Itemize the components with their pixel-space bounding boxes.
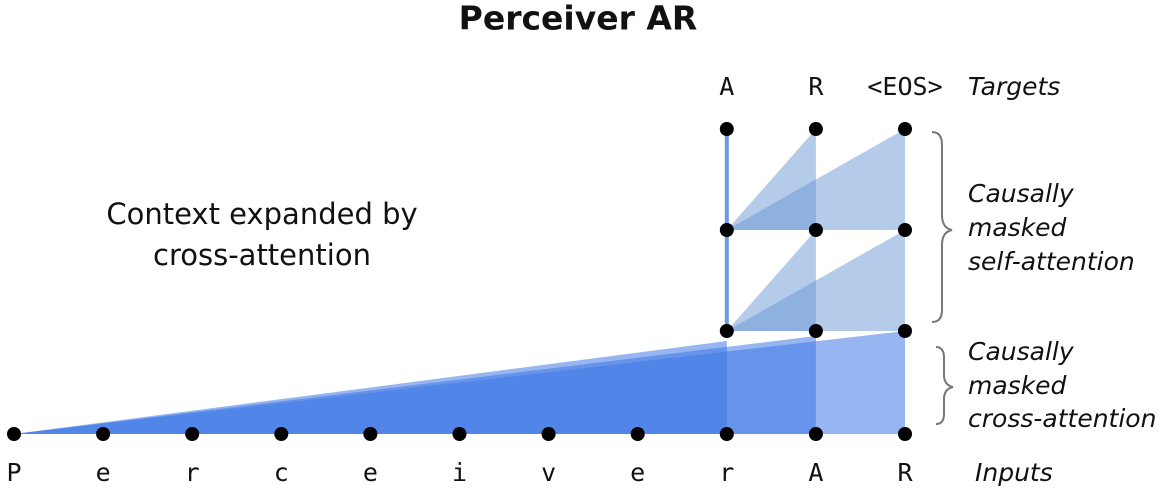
input-token: e [630, 458, 645, 487]
target-token: R [808, 72, 824, 101]
target-token: <EOS> [867, 72, 942, 101]
input-node [452, 427, 467, 441]
latent-node [898, 223, 912, 237]
input-node [898, 427, 912, 441]
targets-label: Targets [968, 72, 1060, 101]
context-note: Context expanded by [106, 197, 417, 231]
input-node [808, 427, 823, 441]
input-node [719, 427, 734, 441]
latent-node [719, 122, 734, 136]
input-node [96, 427, 111, 441]
cross-attn-note: cross-attention [968, 404, 1156, 433]
input-node [630, 427, 645, 441]
self-attn-note: self-attention [968, 247, 1135, 276]
inputs-label: Inputs [975, 458, 1053, 487]
input-node [363, 427, 378, 441]
input-token: A [808, 458, 823, 487]
input-node [185, 427, 200, 441]
latent-node [719, 223, 734, 237]
input-token: r [185, 458, 200, 487]
brace [935, 346, 954, 425]
latent-node [898, 324, 912, 338]
input-node [274, 427, 289, 441]
input-token: P [6, 458, 21, 487]
cross-attn-note: Causally [968, 337, 1075, 366]
latent-node [719, 324, 734, 338]
input-node [541, 427, 556, 441]
latent-node [808, 223, 823, 237]
input-token: c [274, 458, 289, 487]
cross-attn-note: masked [968, 371, 1067, 400]
input-node [7, 427, 21, 441]
self-attention [726, 129, 905, 230]
context-note: cross-attention [153, 238, 371, 272]
title: Perceiver AR [459, 0, 698, 38]
latent-node [808, 324, 823, 338]
latent-node [898, 122, 912, 136]
self-attention [726, 230, 905, 331]
input-token: v [541, 458, 556, 487]
self-attn-note: Causally [968, 179, 1075, 208]
input-token: e [96, 458, 111, 487]
cross-attention [14, 331, 905, 434]
input-token: e [363, 458, 378, 487]
self-attn-note: masked [968, 213, 1067, 242]
input-token: i [452, 458, 467, 487]
input-token: r [719, 458, 734, 487]
input-token: R [897, 458, 913, 487]
latent-node [808, 122, 823, 136]
target-token: A [719, 72, 734, 101]
brace [931, 131, 953, 323]
